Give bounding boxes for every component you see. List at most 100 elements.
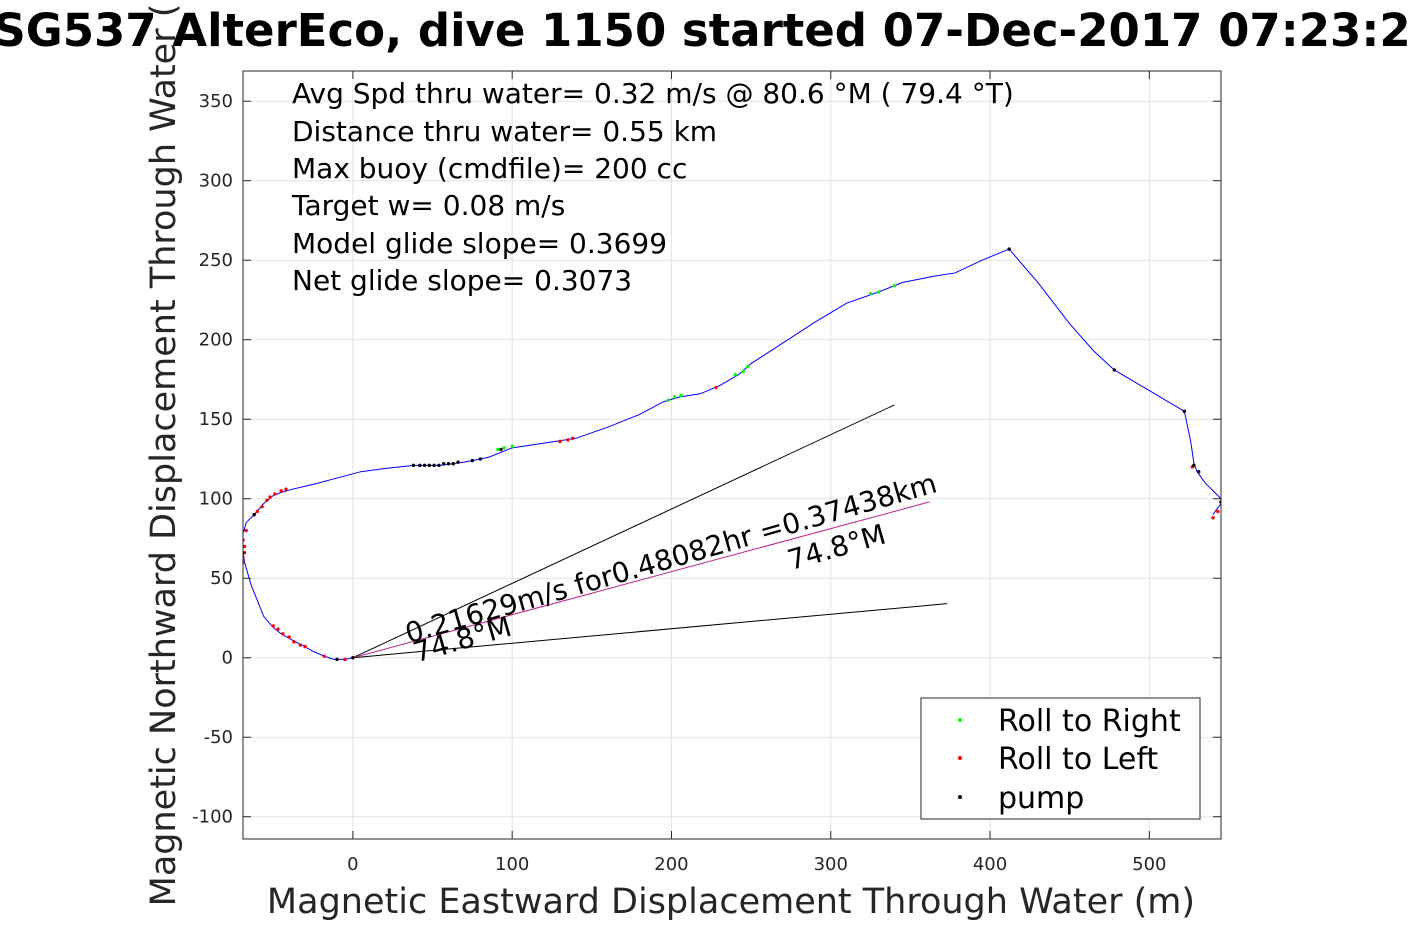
data-point: [666, 398, 670, 402]
data-point: [303, 644, 307, 649]
x-axis-label: Magnetic Eastward Displacement Through W…: [267, 882, 1195, 922]
y-tick-label: 200: [199, 330, 233, 351]
data-point: [714, 385, 718, 390]
data-point: [672, 395, 677, 399]
data-point: [502, 446, 506, 450]
data-point: [456, 460, 460, 464]
data-point: [1216, 509, 1220, 514]
x-tick-label: 400: [973, 854, 1007, 875]
heading-line: [352, 603, 948, 659]
data-point: [422, 463, 427, 468]
x-tick-label: 0: [347, 854, 358, 875]
data-point: [298, 643, 303, 647]
data-point: [244, 528, 248, 533]
data-point: [276, 627, 280, 631]
data-point: [451, 462, 455, 466]
data-point: [868, 291, 873, 296]
data-point: [268, 495, 272, 499]
legend: Roll to Right Roll to Left pump: [920, 697, 1201, 820]
stat-net-glide-slope: Net glide slope= 0.3073: [292, 264, 632, 297]
y-tick-label: 100: [199, 489, 233, 510]
data-point: [741, 369, 745, 374]
data-point: [265, 498, 269, 503]
y-axis-label: Magnetic Northward Displacement Through …: [144, 4, 184, 907]
data-point: [437, 463, 441, 468]
stat-model-glide-slope: Model glide slope= 0.3699: [292, 227, 667, 260]
plot-layer: [243, 247, 1221, 662]
data-point: [335, 657, 339, 662]
stat-avg-speed: Avg Spd thru water= 0.32 m/s @ 80.6 °M (…: [292, 77, 1014, 110]
data-point: [1197, 469, 1201, 474]
legend-marker-roll-left: [958, 756, 962, 760]
y-tick-label: -100: [192, 807, 233, 828]
data-point: [411, 463, 416, 468]
stat-target-w: Target w= 0.08 m/s: [291, 189, 565, 222]
legend-marker-pump: [958, 795, 962, 799]
stat-distance: Distance thru water= 0.55 km: [292, 115, 717, 148]
x-tick-label: 300: [814, 854, 848, 875]
x-tick-label: 200: [654, 854, 688, 875]
data-point: [252, 512, 256, 517]
data-point: [273, 492, 277, 496]
data-point: [470, 458, 475, 463]
data-point: [281, 632, 285, 636]
stats-block: Avg Spd thru water= 0.32 m/s @ 80.6 °M (…: [291, 77, 1014, 297]
data-point: [571, 436, 575, 441]
plot-frame: [242, 70, 1222, 840]
data-point: [279, 489, 283, 493]
data-point: [892, 283, 897, 288]
y-tick-label: 0: [222, 648, 233, 669]
heading-line: [352, 501, 930, 659]
series-pump: [243, 247, 1221, 662]
data-point: [243, 544, 247, 549]
data-point: [1192, 463, 1196, 468]
y-tick-label: 150: [199, 409, 233, 430]
data-point: [499, 447, 503, 452]
x-tick-label: 500: [1132, 854, 1166, 875]
data-point: [510, 444, 514, 448]
y-tick-label: 50: [210, 568, 233, 589]
heading-line: [352, 404, 895, 659]
y-tick-label: 350: [199, 91, 233, 112]
data-point: [1211, 516, 1215, 520]
track-line: [243, 248, 1221, 660]
x-tick-label: 100: [495, 854, 529, 875]
data-point: [1112, 368, 1116, 372]
data-point: [287, 635, 291, 639]
data-point: [284, 487, 288, 491]
ticks: 0 100 200 300 400 500 -100 -50 0 50 100 150 200 250 30…: [192, 71, 1221, 875]
data-point: [427, 463, 432, 468]
data-point: [1182, 409, 1187, 413]
data-point: [566, 438, 570, 442]
data-point: [432, 463, 436, 468]
data-point: [351, 656, 355, 660]
data-point: [478, 457, 483, 461]
data-point: [496, 447, 500, 452]
y-tick-label: 300: [199, 171, 233, 192]
data-point: [418, 463, 422, 468]
data-point: [1007, 247, 1011, 251]
legend-entry-roll-right: Roll to Right: [998, 704, 1181, 739]
data-point: [558, 439, 562, 444]
legend-entry-roll-left: Roll to Left: [998, 742, 1158, 777]
legend-marker-roll-right: [958, 718, 962, 722]
grid: [243, 71, 1221, 839]
data-point: [441, 462, 446, 466]
legend-box: [920, 697, 1201, 820]
data-point: [271, 624, 275, 628]
data-point: [679, 393, 683, 398]
chart-title: SG537 AlterEco, dive 1150 started 07-Dec…: [0, 4, 1411, 57]
data-point: [746, 365, 750, 369]
data-point: [446, 462, 451, 466]
data-point: [255, 509, 260, 514]
legend-entry-pump: pump: [998, 781, 1084, 816]
data-point: [343, 657, 347, 662]
data-point: [876, 290, 881, 294]
data-point: [322, 654, 326, 658]
data-point: [260, 504, 264, 509]
data-point: [292, 640, 296, 644]
stat-max-buoy: Max buoy (cmdfile)= 200 cc: [292, 152, 687, 185]
y-tick-label: -50: [204, 727, 233, 748]
data-point: [733, 373, 737, 377]
